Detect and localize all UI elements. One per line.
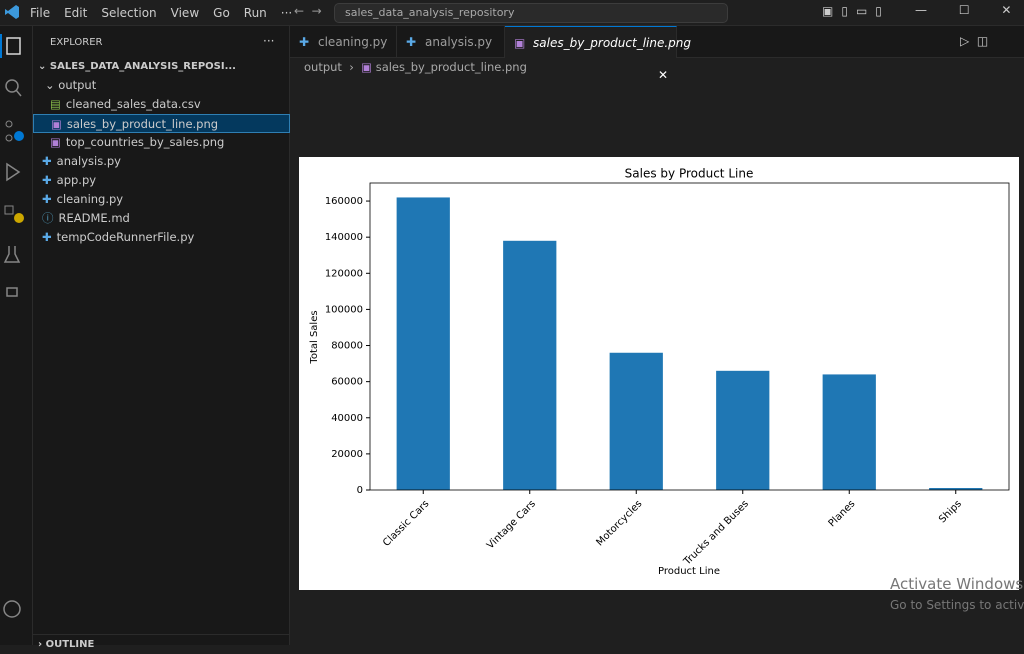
file-icon: ✚ <box>42 154 52 168</box>
menu-bar: File Edit Selection View Go Run ··· <box>30 6 306 20</box>
y-tick-label: 0 <box>357 485 363 496</box>
file-icon: ✚ <box>42 192 52 206</box>
crumb-folder[interactable]: output <box>304 60 342 74</box>
watermark-title: Activate Windows <box>890 575 1024 593</box>
file-name: cleaning.py <box>56 192 124 206</box>
tab-icon: ✚ <box>299 35 310 49</box>
file-name: app.py <box>56 173 97 187</box>
tab-label: cleaning.py <box>318 35 388 49</box>
y-tick-label: 140000 <box>325 232 363 243</box>
file-icon: ✚ <box>42 173 52 187</box>
tree-row[interactable]: ▤ cleaned_sales_data.csv <box>33 95 290 114</box>
y-tick-label: 120000 <box>325 268 363 279</box>
x-tick-label: Vintage Cars <box>485 498 538 551</box>
nav-arrows[interactable]: ← → <box>294 4 322 18</box>
y-tick-label: 80000 <box>331 341 363 352</box>
activity-bar <box>0 26 33 645</box>
file-icon: ▤ <box>50 97 61 111</box>
menu-item[interactable]: Run <box>243 6 267 20</box>
file-name: cleaned_sales_data.csv <box>65 97 201 111</box>
file-icon: ⓘ <box>42 211 54 225</box>
file-name: sales_by_product_line.png <box>66 117 219 131</box>
menu-item[interactable]: View <box>170 6 200 20</box>
chart-title: Sales by Product Line <box>625 167 754 181</box>
tree-row[interactable]: ✚ analysis.py <box>33 152 290 171</box>
x-tick-label: Motorcycles <box>594 498 644 548</box>
tree-row[interactable]: ✚ app.py <box>33 171 290 190</box>
file-name: README.md <box>58 211 130 225</box>
x-tick-label: Trucks and Buses <box>681 498 751 568</box>
y-tick-label: 100000 <box>325 304 363 315</box>
bar <box>929 488 983 490</box>
editor-tab[interactable]: ▣ sales_by_product_line.png ✕ <box>505 26 691 82</box>
y-tick-label: 160000 <box>325 196 363 207</box>
bar <box>609 352 663 490</box>
breadcrumb: output › ▣ sales_by_product_line.png <box>304 60 527 74</box>
y-tick-label: 60000 <box>331 377 363 388</box>
tab-label: sales_by_product_line.png <box>533 36 692 50</box>
tree-row[interactable]: ▣ sales_by_product_line.png <box>33 114 290 133</box>
editor-actions[interactable]: ▷ ◫ <box>960 34 989 48</box>
file-name: top_countries_by_sales.png <box>65 135 225 149</box>
tab-label: analysis.py <box>425 35 493 49</box>
x-tick-label: Classic Cars <box>381 498 431 548</box>
file-icon: ▣ <box>51 117 62 131</box>
layout-controls[interactable]: ▣▯▭▯ <box>822 4 890 18</box>
editor-tab[interactable]: ✚ analysis.py <box>397 26 505 58</box>
folder-row[interactable]: ⌄ output <box>45 78 97 92</box>
y-tick-label: 40000 <box>331 413 363 424</box>
y-axis-label: Total Sales <box>309 310 320 364</box>
file-name: tempCodeRunnerFile.py <box>56 230 195 244</box>
tab-icon: ▣ <box>514 36 526 50</box>
x-tick-label: Planes <box>827 498 858 529</box>
title-bar: File Edit Selection View Go Run ··· ← → sales_… <box>0 0 1024 26</box>
tree-row[interactable]: ✚ cleaning.py <box>33 190 290 209</box>
file-icon: ▣ <box>50 135 61 149</box>
menu-item[interactable]: ··· <box>280 6 293 20</box>
plot-frame <box>369 182 1010 491</box>
menu-item[interactable]: Go <box>213 6 230 20</box>
file-name: analysis.py <box>56 154 121 168</box>
folder-name: output <box>58 78 97 92</box>
tree-row[interactable]: ▣ top_countries_by_sales.png <box>33 133 290 152</box>
tab-close[interactable]: ✕ <box>657 68 668 82</box>
command-center[interactable]: sales_data_analysis_repository <box>334 3 728 23</box>
bar <box>396 197 450 490</box>
file-icon: ✚ <box>42 230 52 244</box>
menu-item[interactable]: Selection <box>101 6 157 20</box>
explorer-menu[interactable]: ··· <box>263 34 275 48</box>
tree-root-row[interactable]: ⌄ SALES_DATA_ANALYSIS_REPOSI... <box>38 61 236 72</box>
watermark-text: Go to Settings to activate <box>890 598 1024 612</box>
tree-row[interactable]: ⓘ README.md <box>33 209 290 228</box>
bar <box>503 240 557 490</box>
x-axis-label: Product Line <box>658 566 720 577</box>
activity-icons[interactable] <box>0 26 33 645</box>
menu-item[interactable]: File <box>30 6 51 20</box>
tree-root: SALES_DATA_ANALYSIS_REPOSI... <box>49 61 236 72</box>
window-controls[interactable]: — ☐ ✕ <box>915 3 1012 17</box>
editor-area: ✚ cleaning.py ✚ analysis.py ▣ sales_by_produc… <box>290 26 1024 645</box>
vscode-logo <box>5 5 19 19</box>
bar <box>716 370 770 490</box>
editor-tab[interactable]: ✚ cleaning.py <box>290 26 397 58</box>
x-tick-label: Ships <box>937 498 964 525</box>
crumb-file[interactable]: sales_by_product_line.png <box>375 60 527 74</box>
explorer-sidebar: EXPLORER ··· ⌄ SALES_DATA_ANALYSIS_REPOS… <box>33 26 290 650</box>
menu-item[interactable]: Edit <box>64 6 88 20</box>
explorer-title: EXPLORER <box>50 37 103 48</box>
outline-row[interactable]: › OUTLINE <box>33 634 290 653</box>
y-tick-label: 20000 <box>331 449 363 460</box>
chart-image: Sales by Product Line Product Line Total… <box>299 157 1019 590</box>
tab-bar: ✚ cleaning.py ✚ analysis.py ▣ sales_by_produc… <box>290 26 1024 82</box>
tab-icon: ✚ <box>406 35 417 49</box>
bar <box>822 374 876 490</box>
tree-row[interactable]: ✚ tempCodeRunnerFile.py <box>33 228 290 247</box>
